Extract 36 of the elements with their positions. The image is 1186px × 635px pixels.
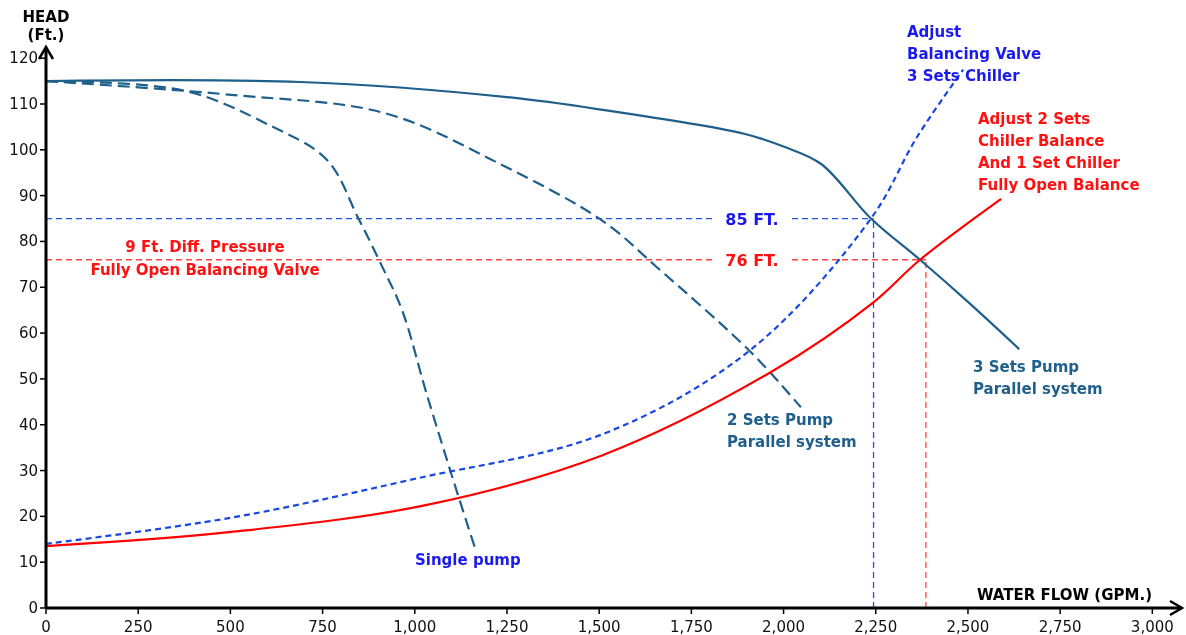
y-tick-label: 80 — [18, 232, 38, 251]
y-tick-label: 30 — [18, 461, 38, 480]
y-tick-label: 10 — [18, 553, 38, 572]
y-tick-label: 100 — [9, 140, 38, 159]
x-tick-label: 2,500 — [946, 618, 990, 635]
y-tick-label: 90 — [18, 186, 38, 205]
x-tick-label: 1,250 — [485, 618, 529, 635]
series-label: Adjust 2 Sets Chiller Balance And 1 Set Chiller Fully Open Balance — [978, 110, 1140, 194]
x-tick-label: 250 — [123, 618, 153, 635]
y-tick-label: 20 — [18, 507, 38, 526]
y-tick-label: 120 — [9, 49, 38, 68]
x-tick-label: 1,500 — [577, 618, 621, 635]
x-tick-label: 0 — [41, 618, 51, 635]
ref-line-label: 76 FT. — [725, 250, 779, 270]
x-tick-label: 1,750 — [669, 618, 713, 635]
series-label: 2 Sets Pump Parallel system — [727, 411, 857, 451]
y-axis-title: HEAD (Ft.) — [22, 8, 70, 44]
y-tick-label: 110 — [9, 94, 38, 113]
x-tick-label: 500 — [216, 618, 245, 635]
x-tick-label: 2,250 — [854, 618, 898, 635]
y-tick-label: 70 — [18, 278, 38, 297]
annotation: 9 Ft. Diff. Pressure Fully Open Balancing Valve — [90, 238, 320, 279]
x-tick-label: 3,000 — [1130, 618, 1174, 635]
x-tick-label: 1,000 — [393, 618, 437, 635]
y-tick-label: 40 — [18, 415, 38, 434]
x-tick-label: 2,000 — [762, 618, 806, 635]
y-tick-label: 0 — [28, 599, 38, 617]
text: 3 Sets Pump Parallel system — [973, 358, 1103, 398]
ref-line-label: 85 FT. — [725, 209, 779, 229]
series-label: Adjust Balancing Valve 3 Sets Chiller — [907, 23, 1042, 85]
y-tick-label: 50 — [18, 369, 38, 388]
x-axis-title: WATER FLOW (GPM.) — [977, 586, 1152, 604]
x-tick-label: 2,750 — [1038, 618, 1082, 635]
x-tick-label: 750 — [308, 618, 337, 635]
y-tick-label: 60 — [18, 324, 38, 343]
series-label: Single pump — [415, 551, 521, 569]
